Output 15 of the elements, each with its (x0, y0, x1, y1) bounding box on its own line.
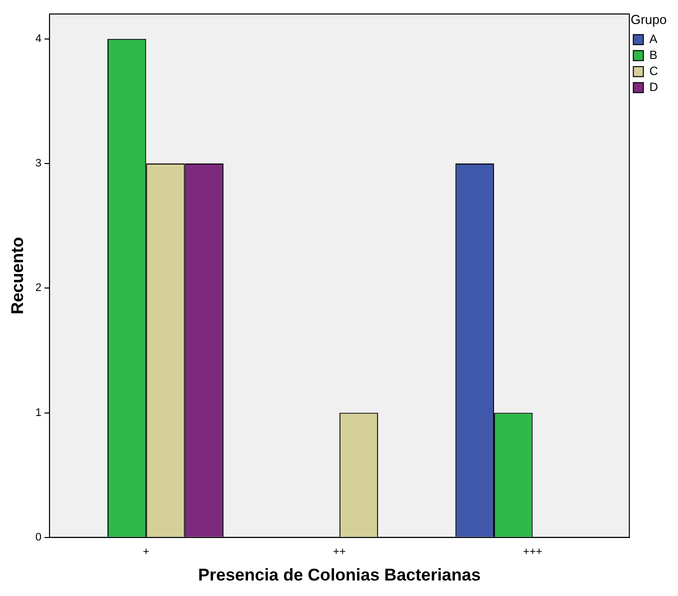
y-tick-label: 1 (35, 406, 42, 419)
y-tick-label: 4 (35, 32, 42, 45)
x-tick-label: + (142, 546, 150, 558)
x-tick-label: +++ (523, 546, 542, 558)
legend-label: C (649, 64, 658, 78)
legend-title: Grupo (630, 12, 667, 28)
legend-label: B (649, 48, 658, 62)
legend-label: A (649, 32, 658, 46)
x-axis-title: Presencia de Colonias Bacterianas (198, 565, 481, 584)
y-tick-label: 3 (35, 158, 42, 170)
y-tick-label: 2 (35, 282, 42, 294)
y-tick-label: 0 (35, 531, 42, 544)
x-tick-label: ++ (332, 546, 346, 558)
legend-label: D (649, 80, 658, 94)
y-axis-title: Recuento (8, 236, 27, 314)
